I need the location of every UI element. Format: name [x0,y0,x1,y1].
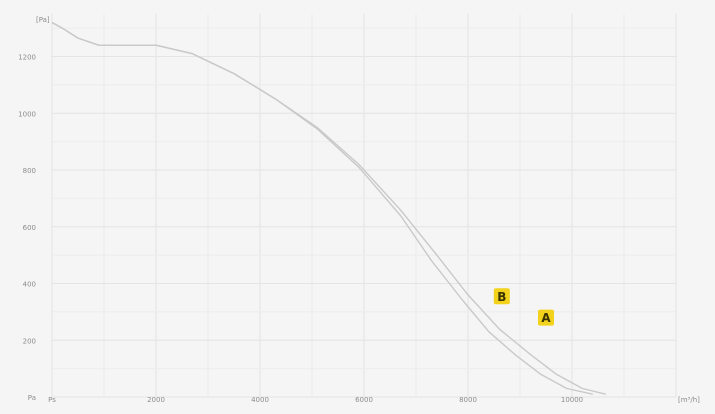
y-axis-unit: [Pa] [36,16,50,24]
y-tick-label: 1000 [18,110,36,118]
x-axis-unit: [m³/h] [678,396,700,404]
x-tick-label: 4000 [251,396,269,404]
curve-line-a [51,21,606,395]
y-tick-label: 800 [23,167,36,175]
x-tick-label: 6000 [355,396,373,404]
y-tick-label: Pa [28,394,36,402]
x-tick-label: Ps [48,396,56,404]
y-tick-label: 200 [23,337,36,345]
chart-grid [51,14,677,398]
marker-label: A [541,311,551,325]
x-axis-ticks: Ps 2000 4000 6000 8000 10000 [48,396,583,404]
curve-markers: AB [493,288,554,326]
marker-badge [538,309,554,326]
y-tick-label: 600 [23,224,36,232]
marker-a: A [538,309,554,326]
y-axis-ticks: Pa 200 400 600 800 1000 1200 [18,54,36,402]
x-tick-label: 10000 [561,396,583,404]
marker-b: B [493,288,510,305]
marker-label: B [497,290,506,304]
curve-line-b [51,21,593,395]
x-tick-label: 8000 [459,396,477,404]
chart-curves [51,21,606,395]
y-tick-label: 400 [23,281,36,289]
x-tick-label: 2000 [147,396,165,404]
marker-badge [493,288,510,305]
y-tick-label: 1200 [18,54,36,62]
